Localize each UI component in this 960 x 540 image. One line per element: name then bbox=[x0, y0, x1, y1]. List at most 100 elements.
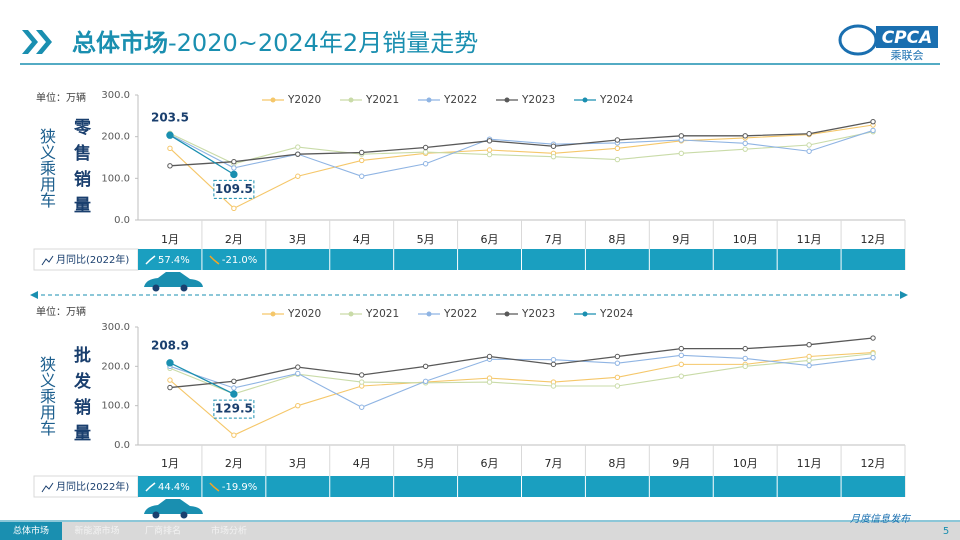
data-label: 203.5 bbox=[151, 111, 189, 125]
side-label: 狭义乘用车 bbox=[37, 128, 56, 208]
x-tick-label: 2月 bbox=[225, 457, 243, 470]
series-point bbox=[550, 356, 557, 363]
legend-label: Y2021 bbox=[365, 94, 399, 106]
series-point bbox=[295, 402, 301, 409]
legend-dot bbox=[426, 97, 432, 103]
yoy-icon bbox=[41, 482, 54, 493]
y-tick-label: 200.0 bbox=[101, 132, 130, 143]
x-tick-label: 6月 bbox=[481, 233, 499, 246]
series-line bbox=[169, 121, 874, 167]
side-label: 狭义乘用车 bbox=[37, 356, 56, 436]
x-tick-label: 4月 bbox=[353, 233, 371, 246]
car-icon bbox=[143, 499, 203, 514]
logo-en: CPCA bbox=[882, 28, 933, 48]
footer-note: 月度信息发布 bbox=[850, 513, 912, 525]
x-tick-label: 9月 bbox=[672, 233, 690, 246]
series-point bbox=[614, 145, 621, 152]
series-point bbox=[806, 131, 812, 137]
car-icon bbox=[143, 272, 203, 287]
series-point bbox=[614, 360, 621, 366]
x-tick-label: 12月 bbox=[861, 233, 886, 246]
legend-dot bbox=[348, 97, 354, 103]
logo-box bbox=[876, 26, 938, 48]
series-point bbox=[167, 163, 173, 169]
series-point bbox=[295, 151, 301, 157]
series-point bbox=[486, 138, 493, 144]
series-line bbox=[169, 362, 235, 395]
y-tick-label: 300.0 bbox=[101, 322, 130, 333]
title: 总体市场-2020~2024年2月销量走势 bbox=[72, 29, 478, 57]
series-point bbox=[806, 342, 812, 348]
arrow bbox=[900, 291, 908, 299]
yoy-trend-icon bbox=[209, 482, 220, 492]
x-tick-label: 6月 bbox=[481, 457, 499, 470]
legend-dot bbox=[582, 97, 588, 103]
series-point bbox=[231, 378, 237, 384]
title-main: 总体市场 bbox=[72, 29, 168, 57]
yoy-value: -19.9% bbox=[222, 482, 257, 493]
legend-label: Y2020 bbox=[287, 308, 321, 320]
x-tick-label: 11月 bbox=[797, 233, 822, 246]
x-tick-label: 5月 bbox=[417, 233, 435, 246]
legend-dot bbox=[426, 311, 432, 317]
series-point bbox=[614, 156, 621, 163]
footer-tab bbox=[66, 522, 128, 540]
series-point bbox=[870, 335, 876, 341]
series-line bbox=[169, 352, 874, 436]
series-point bbox=[422, 378, 429, 384]
yoy-value: 57.4% bbox=[158, 255, 190, 266]
series-point bbox=[486, 353, 493, 360]
logo-mark bbox=[838, 24, 878, 56]
x-tick-label: 1月 bbox=[161, 233, 179, 246]
chevron bbox=[22, 30, 38, 54]
series-point bbox=[230, 170, 238, 179]
series-point bbox=[166, 131, 174, 139]
series-line bbox=[169, 124, 874, 209]
legend-dot bbox=[504, 97, 510, 103]
series-point bbox=[359, 379, 365, 385]
legend-label: Y2024 bbox=[599, 94, 633, 106]
series-point bbox=[295, 370, 301, 377]
x-tick-label: 8月 bbox=[608, 457, 626, 470]
x-tick-label: 7月 bbox=[544, 233, 562, 246]
yoy-trend-icon bbox=[145, 255, 156, 265]
series-point bbox=[231, 432, 237, 438]
legend-dot bbox=[504, 311, 510, 317]
series-point bbox=[742, 146, 748, 152]
series-point bbox=[742, 363, 748, 370]
car-wheel bbox=[180, 284, 188, 292]
x-tick-label: 10月 bbox=[733, 233, 758, 246]
series-point bbox=[231, 205, 237, 212]
series-point bbox=[870, 354, 876, 361]
y-tick-label: 100.0 bbox=[101, 173, 130, 184]
series-point bbox=[359, 404, 365, 410]
x-tick-label: 2月 bbox=[225, 233, 243, 246]
legend-dot bbox=[582, 311, 588, 317]
footer-tab bbox=[198, 522, 260, 540]
x-tick-label: 3月 bbox=[289, 457, 307, 470]
series-line bbox=[169, 129, 874, 177]
footer-tab bbox=[0, 522, 62, 540]
car-wheel bbox=[180, 511, 188, 519]
legend-label: Y2023 bbox=[521, 308, 555, 320]
legend-label: Y2021 bbox=[365, 308, 399, 320]
series-point bbox=[295, 173, 301, 179]
series-point bbox=[870, 118, 876, 125]
x-tick-label: 4月 bbox=[353, 457, 371, 470]
series-point bbox=[742, 345, 748, 352]
unit: 单位：万辆 bbox=[36, 305, 86, 318]
series-point bbox=[678, 373, 684, 379]
footer-tab bbox=[132, 522, 194, 540]
yoy-trend-icon bbox=[209, 255, 220, 265]
series-point bbox=[359, 372, 365, 378]
series-point bbox=[422, 363, 429, 370]
series-point bbox=[167, 384, 173, 391]
series-point bbox=[614, 353, 621, 360]
car-wheel bbox=[152, 511, 160, 519]
footer-tab-label: 新能源市场 bbox=[74, 525, 119, 537]
series-point bbox=[742, 355, 748, 362]
series-point bbox=[359, 157, 365, 164]
series-point bbox=[422, 149, 429, 155]
